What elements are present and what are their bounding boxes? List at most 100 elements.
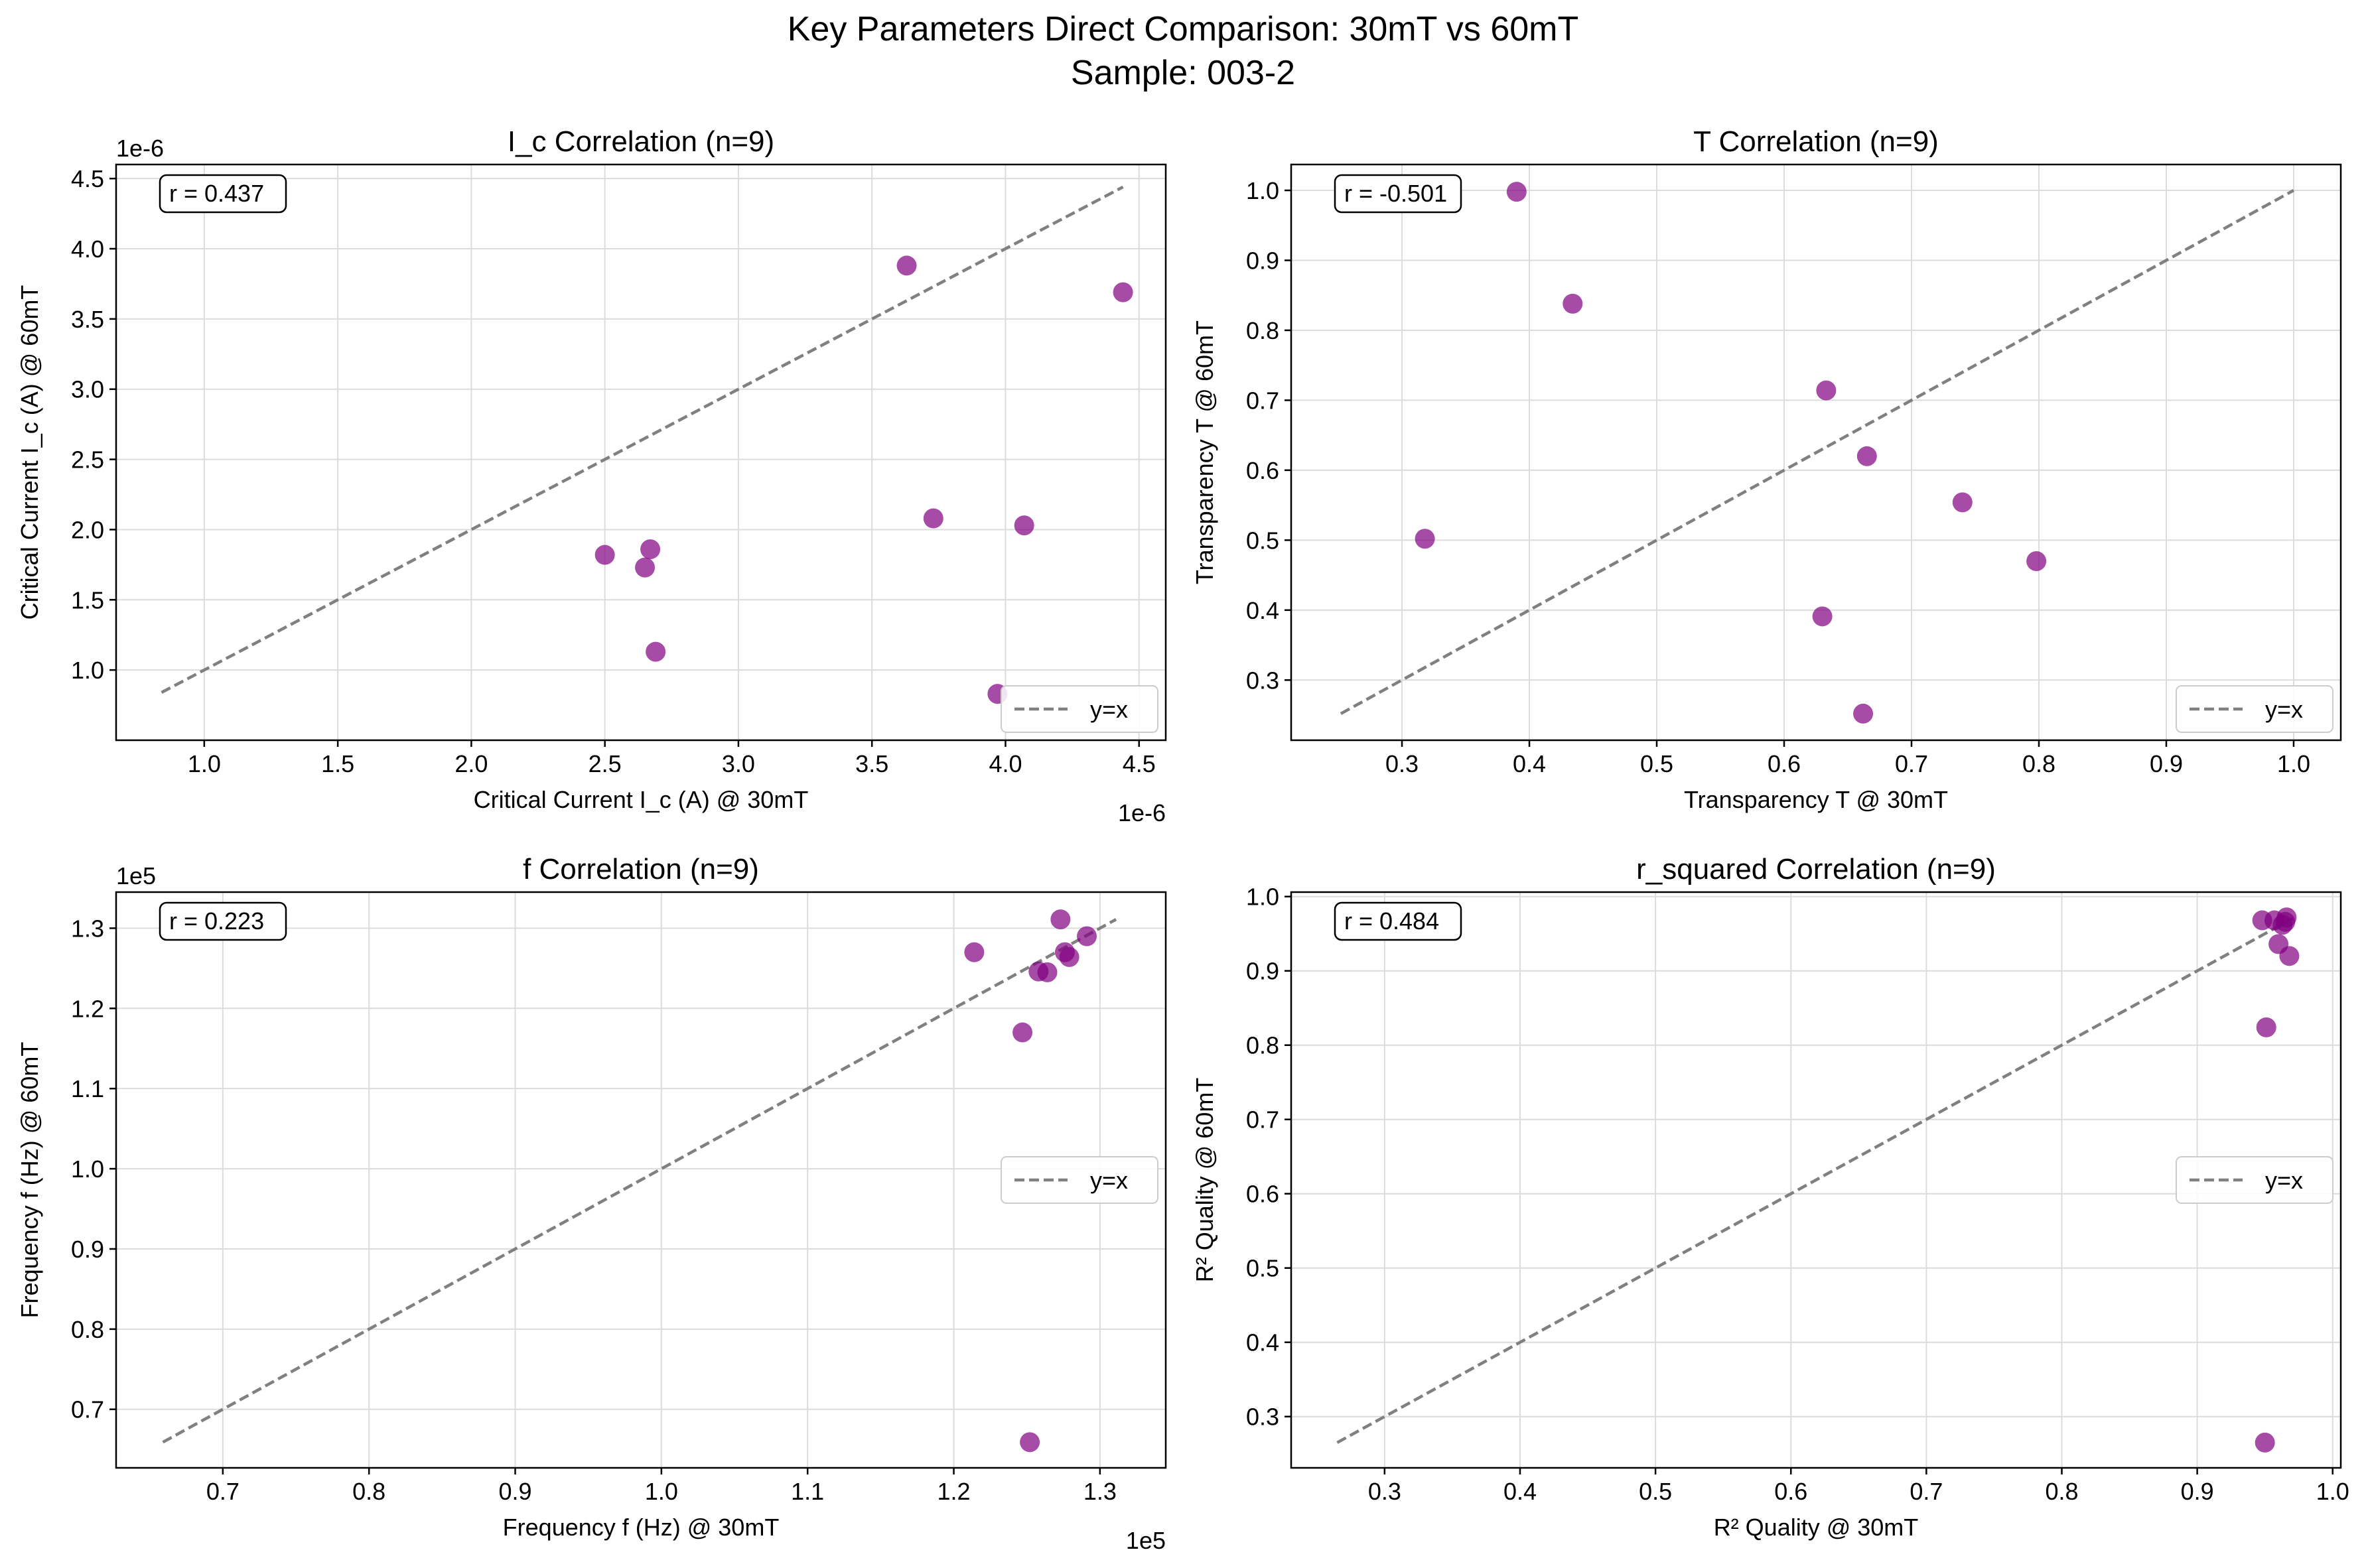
x-offset-label: 1e-6 — [1118, 799, 1166, 826]
y-tick-label: 1.3 — [71, 915, 104, 942]
legend-frame — [1001, 1156, 1158, 1204]
data-point — [1020, 1432, 1040, 1453]
correlation-box: r = 0.437 — [159, 174, 287, 214]
y-axis-label: Critical Current I_c (A) @ 60mT — [16, 285, 43, 620]
x-offset-label: 1e5 — [1126, 1527, 1166, 1554]
chart-title: f Correlation (n=9) — [523, 853, 759, 885]
figure-subtitle: Sample: 003-2 — [1070, 54, 1296, 92]
y-offset-label: 1e-6 — [116, 135, 164, 162]
correlation-box: r = 0.484 — [1334, 901, 1462, 941]
x-tick-label: 0.8 — [2022, 750, 2055, 777]
x-tick-label: 1.3 — [1083, 1478, 1117, 1505]
y-tick-label: 1.5 — [71, 586, 104, 614]
y-tick-label: 1.1 — [71, 1075, 104, 1102]
y-tick-label: 0.8 — [1246, 317, 1279, 344]
y-tick-label: 1.0 — [71, 1155, 104, 1183]
data-point — [1059, 947, 1079, 967]
y-tick-label: 0.9 — [71, 1236, 104, 1263]
x-tick-label: 1.5 — [321, 750, 354, 777]
y-tick-label: 0.5 — [1246, 527, 1279, 554]
y-tick-label: 0.3 — [1246, 1404, 1279, 1431]
y-offset-label: 1e5 — [116, 862, 156, 889]
legend-label: y=x — [2265, 1167, 2303, 1194]
axes-frame — [1290, 891, 2342, 1469]
x-tick-label: 0.6 — [1768, 750, 1801, 777]
x-tick-label: 1.0 — [645, 1478, 678, 1505]
axes-frame — [1290, 163, 2342, 742]
data-point — [2279, 946, 2300, 966]
y-tick-label: 4.0 — [71, 235, 104, 263]
data-point — [2026, 551, 2047, 572]
x-tick-label: 3.5 — [855, 750, 888, 777]
y-tick-label: 0.5 — [1246, 1255, 1279, 1282]
correlation-box-border — [1334, 174, 1462, 214]
correlation-label: r = 0.223 — [169, 907, 264, 935]
y-axis-label: Transparency T @ 60mT — [1191, 320, 1218, 584]
data-point — [1856, 446, 1877, 466]
data-point — [594, 545, 615, 565]
chart-panel-3: 0.7 0.8 0.9 1.0 1.1 1.2 1.3 0.7 0.8 0.9 1.0 1.1 1.2 1… — [16, 853, 1167, 1554]
y-tick-label: 2.0 — [71, 516, 104, 543]
y-tick-label: 0.6 — [1246, 1181, 1279, 1208]
correlation-box: r = 0.223 — [159, 901, 287, 941]
axes-frame — [115, 891, 1167, 1469]
data-point — [2255, 1432, 2275, 1453]
y-equals-x-line — [161, 185, 1124, 694]
x-tick-label: 0.3 — [1385, 750, 1419, 777]
x-tick-label: 0.7 — [1895, 750, 1928, 777]
data-point — [640, 539, 661, 560]
y-tick-label: 0.9 — [1246, 247, 1279, 274]
x-tick-label: 1.0 — [188, 750, 221, 777]
data-point — [2276, 907, 2297, 928]
x-tick-label: 0.3 — [1368, 1478, 1401, 1505]
data-point — [1563, 293, 1583, 314]
chart-panel-2: 0.3 0.4 0.5 0.6 0.7 0.8 0.9 1.0 0.3 0.4 0.5 0.6 0.7 0… — [1191, 125, 2342, 813]
correlation-box: r = -0.501 — [1334, 174, 1462, 214]
legend-frame — [1001, 685, 1158, 733]
y-tick-label: 1.0 — [1246, 883, 1279, 911]
data-point — [635, 557, 656, 578]
legend-frame — [2176, 1156, 2333, 1204]
chart-panel-1: 1.0 1.5 2.0 2.5 3.0 3.5 4.0 4.5 1.0 1.5 2.0 2.5 3.0 3… — [16, 125, 1167, 826]
x-axis-label: Frequency f (Hz) @ 30mT — [503, 1514, 780, 1541]
correlation-label: r = -0.501 — [1344, 180, 1447, 207]
y-tick-label: 0.7 — [1246, 387, 1279, 414]
data-point — [2256, 1017, 2276, 1037]
data-point — [964, 942, 985, 962]
x-tick-label: 0.4 — [1513, 750, 1546, 777]
x-tick-label: 4.0 — [989, 750, 1022, 777]
x-tick-label: 0.8 — [352, 1478, 385, 1505]
chart-panel-4: 0.3 0.4 0.5 0.6 0.7 0.8 0.9 1.0 0.3 0.4 0.5 0.6 0.7 0… — [1191, 853, 2349, 1541]
y-axis-label: R² Quality @ 60mT — [1191, 1078, 1218, 1283]
data-point — [1113, 282, 1133, 302]
data-point — [1050, 909, 1071, 930]
legend: y=x — [1001, 685, 1158, 733]
x-tick-label: 3.0 — [722, 750, 755, 777]
x-tick-label: 0.9 — [498, 1478, 531, 1505]
x-tick-label: 1.2 — [937, 1478, 970, 1505]
data-point — [1506, 182, 1527, 202]
y-tick-label: 0.7 — [71, 1396, 104, 1423]
figure-title: Key Parameters Direct Comparison: 30mT v… — [787, 10, 1579, 48]
legend: y=x — [2176, 685, 2333, 733]
data-point — [896, 255, 917, 276]
correlation-label: r = 0.437 — [169, 180, 264, 207]
x-tick-label: 2.5 — [589, 750, 622, 777]
y-equals-x-line — [1340, 189, 2295, 715]
y-axis-label: Frequency f (Hz) @ 60mT — [16, 1042, 43, 1319]
x-axis-label: Transparency T @ 30mT — [1684, 786, 1948, 813]
data-point — [1037, 962, 1058, 982]
x-tick-label: 2.0 — [454, 750, 488, 777]
data-point — [646, 641, 666, 662]
correlation-label: r = 0.484 — [1344, 907, 1439, 935]
y-tick-label: 0.6 — [1246, 457, 1279, 484]
data-point — [1012, 1022, 1033, 1043]
chart-title: T Correlation (n=9) — [1693, 125, 1939, 158]
y-tick-label: 0.7 — [1246, 1106, 1279, 1134]
x-axis-label: R² Quality @ 30mT — [1714, 1514, 1919, 1541]
x-tick-label: 1.1 — [791, 1478, 824, 1505]
y-tick-label: 0.3 — [1246, 667, 1279, 694]
y-tick-label: 0.9 — [1246, 958, 1279, 985]
data-point — [923, 508, 943, 529]
